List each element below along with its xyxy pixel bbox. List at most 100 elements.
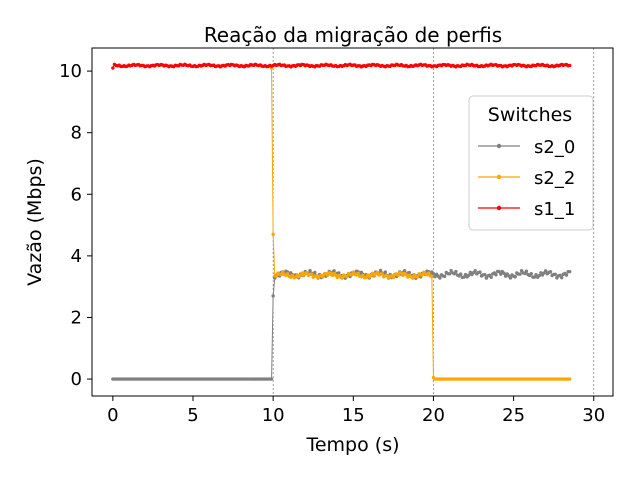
data-point-s2-0: [467, 273, 471, 277]
data-point-s2-0: [560, 275, 564, 280]
data-point-s2-2: [391, 275, 396, 279]
data-point-s2-0: [308, 268, 312, 273]
data-point-s2-0: [489, 275, 493, 279]
data-point-s1-1: [111, 66, 115, 70]
data-point-s2-0: [462, 275, 466, 279]
data-point-s2-2: [568, 377, 572, 381]
data-point-s2-0: [337, 271, 341, 275]
data-point-s2-2: [321, 275, 325, 279]
data-point-s2-0: [438, 276, 442, 280]
x-axis: 0 5 10 15 20 25 30: [107, 396, 605, 426]
x-tick-label: 0: [107, 405, 118, 426]
x-tick-label: 10: [262, 405, 285, 426]
chart-title: Reação da migração de perfis: [204, 23, 502, 47]
series-s1-1: [111, 62, 572, 70]
legend-item-s2-2: s2_2: [478, 168, 575, 189]
data-point-s1-1: [568, 63, 572, 68]
data-point-s2-0: [553, 272, 557, 277]
legend-marker-s2-2: [496, 174, 502, 180]
legend-title: Switches: [488, 104, 572, 126]
legend-item-s2-0: s2_0: [478, 137, 575, 158]
data-point-s2-0: [494, 273, 498, 277]
data-point-s2-0: [332, 269, 336, 273]
data-point-s2-0: [499, 272, 503, 276]
legend: Switches s2_0 s2_2 s1_1: [468, 95, 594, 231]
data-point-s2-2: [309, 272, 314, 276]
y-tick-label: 0: [71, 369, 82, 390]
legend-label-s2-2: s2_2: [534, 168, 575, 189]
x-tick-label: 5: [187, 405, 198, 426]
plot-frame: [91, 47, 614, 397]
data-point-s2-0: [529, 272, 533, 276]
legend-marker-s2-0: [496, 143, 502, 149]
data-point-s2-0: [564, 273, 569, 277]
data-point-s2-2: [271, 232, 275, 237]
data-point-s2-0: [497, 269, 501, 274]
data-point-s2-2: [361, 273, 365, 278]
data-point-s2-0: [447, 272, 452, 276]
data-point-s2-0: [483, 273, 487, 277]
data-point-s2-0: [463, 272, 468, 277]
data-point-s2-0: [543, 269, 548, 273]
data-point-s2-0: [508, 276, 513, 280]
x-tick-label: 25: [502, 405, 525, 426]
x-tick-label: 15: [342, 405, 365, 426]
data-point-s2-2: [380, 272, 384, 276]
data-point-s2-0: [502, 271, 506, 275]
data-point-s2-2: [396, 273, 400, 278]
legend-label-s1-1: s1_1: [534, 199, 575, 220]
data-point-s2-0: [524, 269, 529, 273]
data-point-s2-2: [305, 270, 309, 275]
y-axis: 0 2 4 6 8 10: [59, 61, 92, 390]
data-point-s2-0: [459, 272, 463, 276]
data-point-s2-0: [407, 270, 412, 275]
y-tick-label: 10: [59, 61, 82, 82]
x-tick-label: 20: [422, 405, 445, 426]
y-tick-label: 4: [71, 246, 82, 267]
data-point-s2-0: [271, 294, 275, 298]
data-point-s2-2: [415, 275, 420, 279]
legend-item-s1-1: s1_1: [478, 199, 575, 220]
legend-marker-s1-1: [496, 205, 502, 211]
data-point-s2-2: [385, 274, 389, 278]
data-point-s2-2: [274, 274, 279, 278]
data-point-s2-0: [537, 273, 541, 278]
data-point-s2-2: [430, 274, 434, 279]
data-point-s2-2: [345, 274, 349, 279]
y-tick-label: 6: [71, 184, 82, 205]
data-point-s2-0: [473, 269, 477, 273]
data-point-s2-2: [426, 271, 431, 275]
data-point-s2-0: [478, 270, 482, 274]
series-layer: [111, 62, 572, 381]
data-point-s2-0: [454, 269, 458, 274]
data-point-s2-2: [356, 271, 360, 276]
data-point-s2-2: [340, 276, 344, 280]
series-s2-2: [269, 66, 572, 381]
legend-box: [468, 95, 594, 231]
y-tick-label: 8: [71, 123, 82, 144]
data-point-s2-0: [548, 269, 553, 274]
data-point-s2-2: [285, 272, 290, 276]
legend-label-s2-0: s2_0: [534, 137, 575, 158]
data-point-s2-0: [431, 272, 436, 276]
data-point-s2-0: [383, 270, 388, 274]
data-point-s2-0: [378, 268, 383, 273]
x-tick-label: 30: [582, 405, 605, 426]
data-point-s2-2: [375, 270, 380, 275]
y-tick-label: 2: [71, 307, 82, 328]
data-point-s2-2: [420, 273, 424, 277]
data-point-s2-2: [410, 276, 415, 280]
data-point-s2-0: [568, 269, 572, 274]
data-point-s2-0: [313, 270, 317, 275]
data-point-s2-2: [350, 272, 354, 277]
data-point-s2-0: [513, 275, 517, 279]
data-point-s2-0: [269, 377, 274, 381]
data-point-s2-0: [442, 274, 447, 279]
data-point-s2-0: [518, 272, 522, 276]
y-axis-title: Vazão (Mbps): [24, 158, 46, 286]
data-point-s2-0: [402, 269, 407, 273]
x-axis-title: Tempo (s): [305, 434, 399, 456]
